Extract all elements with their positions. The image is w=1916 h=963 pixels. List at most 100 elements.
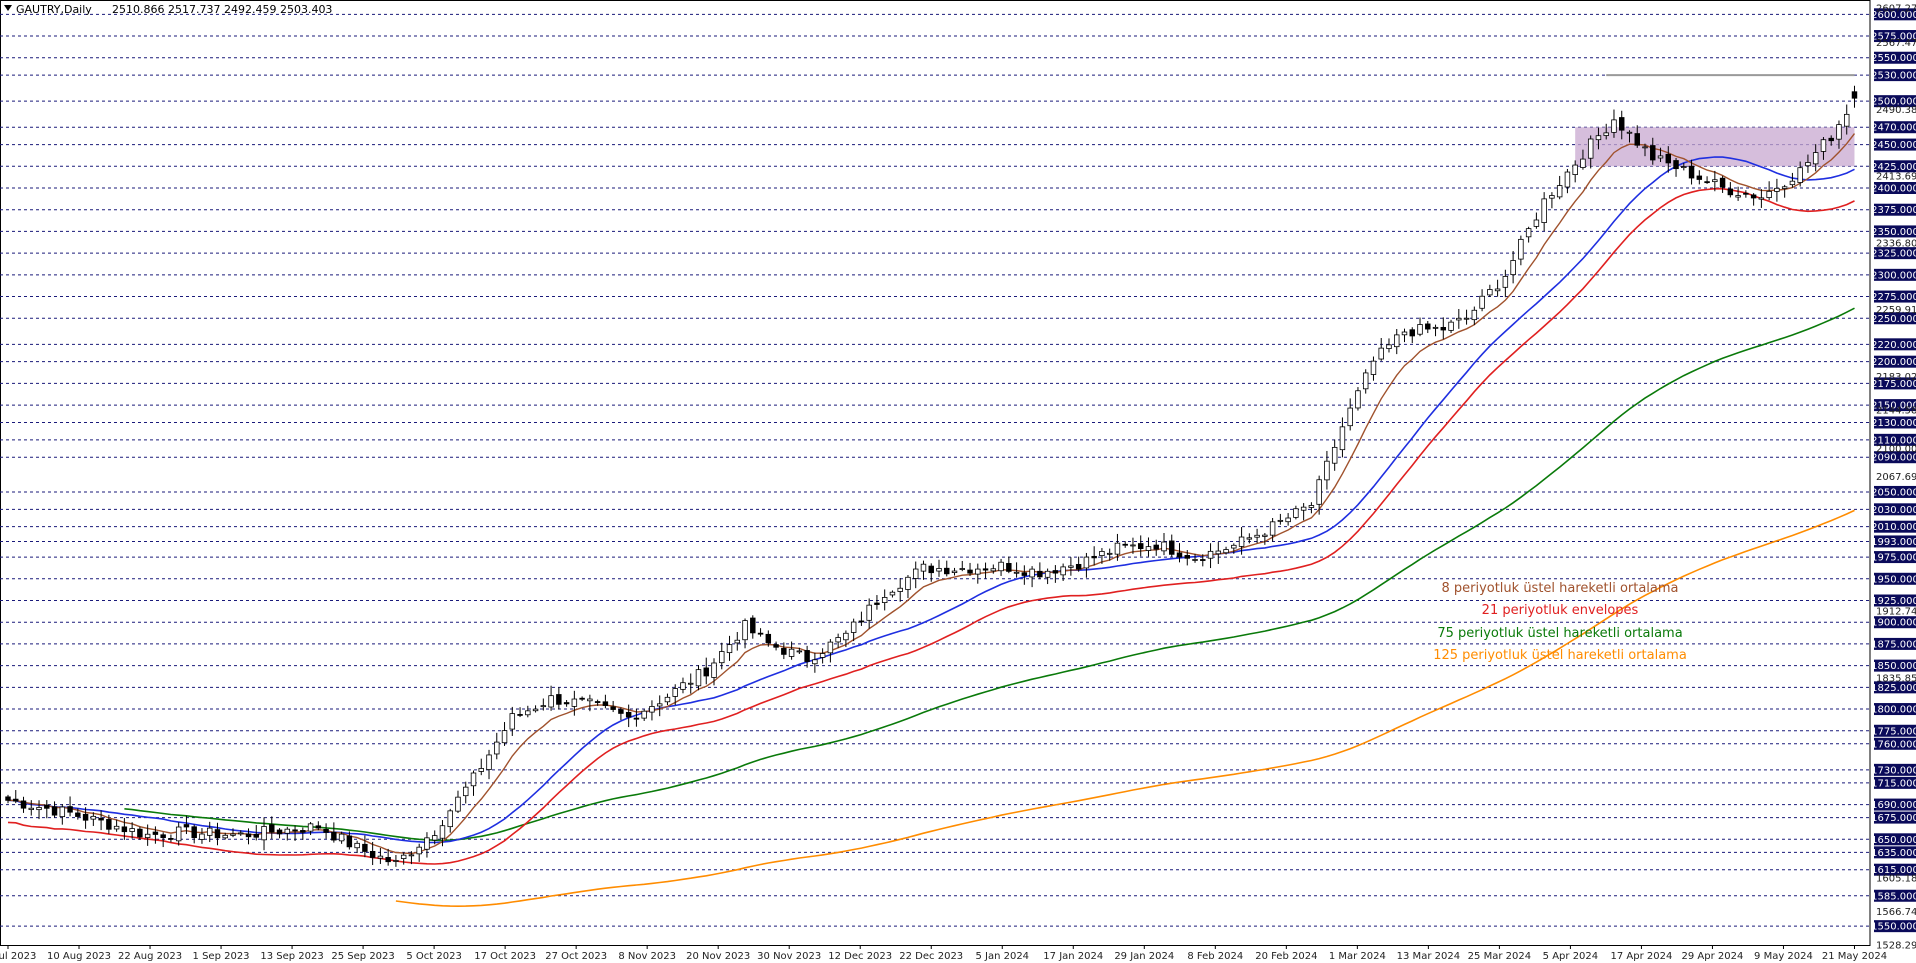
price-level-pill	[1874, 659, 1916, 672]
ohlc-label: 2510.866 2517.737 2492.459 2503.403	[112, 3, 332, 16]
candle-body	[703, 667, 709, 677]
candle-body	[245, 833, 252, 838]
candle-body	[1029, 568, 1035, 578]
candle-body	[656, 703, 663, 707]
candle-body	[1394, 334, 1400, 348]
candle-body	[1362, 372, 1369, 390]
candle-body	[59, 806, 66, 818]
candle-body	[1650, 145, 1656, 161]
price-tick-label: 2336.806	[1876, 238, 1916, 249]
candle-body	[695, 669, 702, 687]
candle-body	[525, 710, 531, 716]
candle-body	[175, 826, 182, 842]
candle-body	[1789, 180, 1796, 186]
candle-body	[129, 828, 135, 832]
time-axis: 31 Jul 2023 10 Aug 2023 22 Aug 2023 1 Sep 2…	[0, 945, 1887, 962]
collapse-triangle-icon[interactable]	[4, 5, 12, 11]
price-level-pill	[1874, 846, 1916, 859]
price-level-label: 2375.000	[1871, 205, 1916, 216]
candle-body	[711, 662, 717, 678]
candle-body	[36, 807, 42, 811]
price-level-label: 2530.000	[1871, 71, 1916, 82]
candle-body	[618, 709, 624, 714]
candle-body	[602, 701, 609, 706]
price-level-pill	[1874, 776, 1916, 789]
price-level-label: 1993.000	[1871, 537, 1916, 548]
candle-body	[742, 620, 748, 641]
candle-body	[1192, 559, 1198, 561]
candle-body	[1657, 155, 1664, 159]
price-tick-label: 2067.691	[1876, 472, 1916, 483]
candle-body	[82, 813, 89, 821]
candles	[5, 85, 1858, 867]
candle-body	[1510, 260, 1516, 276]
candle-body	[338, 833, 345, 842]
price-level-label: 2220.000	[1871, 340, 1916, 351]
candle-body	[1122, 543, 1128, 546]
candle-body	[1083, 556, 1090, 569]
candle-body	[424, 837, 430, 850]
price-level-pill	[1874, 69, 1916, 82]
price-level-pill	[1874, 138, 1916, 151]
candle-body	[1355, 390, 1361, 409]
candle-body	[1727, 188, 1734, 196]
candle-body	[144, 833, 151, 838]
price-level-pill	[1874, 798, 1916, 811]
candle-body	[1347, 407, 1353, 427]
candle-body	[1828, 137, 1834, 142]
candle-body	[1642, 146, 1648, 149]
price-level-pill	[1874, 616, 1916, 629]
candle-body	[664, 696, 671, 703]
candle-body	[1735, 195, 1741, 198]
candle-body	[300, 830, 306, 833]
price-level-label: 1615.000	[1871, 865, 1916, 876]
candle-body	[5, 796, 11, 801]
candle-body	[773, 644, 779, 648]
candle-body	[781, 648, 787, 655]
candle-body	[1580, 158, 1586, 168]
candle-body	[1704, 181, 1710, 184]
candle-body	[1006, 563, 1012, 572]
time-tick-label: 20 Nov 2023	[686, 951, 750, 962]
candle-body	[168, 838, 174, 840]
candle-body	[1052, 570, 1059, 574]
price-level-label: 2050.000	[1871, 487, 1916, 498]
time-tick-label: 22 Aug 2023	[118, 951, 182, 962]
candle-body	[967, 569, 973, 574]
candle-body	[431, 835, 438, 841]
price-level-label: 1635.000	[1871, 848, 1916, 859]
candle-body	[1075, 563, 1082, 570]
candle-body	[1254, 534, 1260, 538]
price-level-pill	[1874, 290, 1916, 303]
candle-body	[835, 637, 841, 643]
candle-body	[649, 706, 655, 713]
price-level-pill	[1874, 312, 1916, 325]
candle-body	[369, 850, 376, 858]
time-tick-label: 9 May 2024	[1754, 951, 1813, 962]
candle-body	[1169, 540, 1175, 555]
price-level-label: 2090.000	[1871, 453, 1916, 464]
candle-body	[1432, 326, 1439, 329]
candle-body	[750, 617, 756, 634]
time-tick-label: 5 Jan 2024	[975, 951, 1029, 962]
candle-body	[137, 828, 143, 838]
price-level-pill	[1874, 920, 1916, 933]
time-tick-label: 22 Dec 2023	[899, 951, 963, 962]
candle-body	[238, 832, 244, 835]
candle-body	[734, 639, 741, 644]
price-tick-label: 1912.746	[1876, 607, 1916, 618]
price-level-pill	[1874, 724, 1916, 737]
price-tick-label: 2607.278	[1876, 4, 1916, 15]
candle-body	[1712, 179, 1718, 183]
candle-body	[28, 807, 35, 810]
candle-body	[1758, 197, 1765, 200]
candle-body	[540, 705, 547, 708]
time-tick-label: 8 Nov 2023	[618, 951, 676, 962]
candle-body	[1285, 517, 1291, 523]
candle-body	[959, 568, 966, 570]
candle-body	[641, 710, 647, 719]
candle-body	[812, 659, 818, 665]
price-level-pill	[1874, 121, 1916, 134]
